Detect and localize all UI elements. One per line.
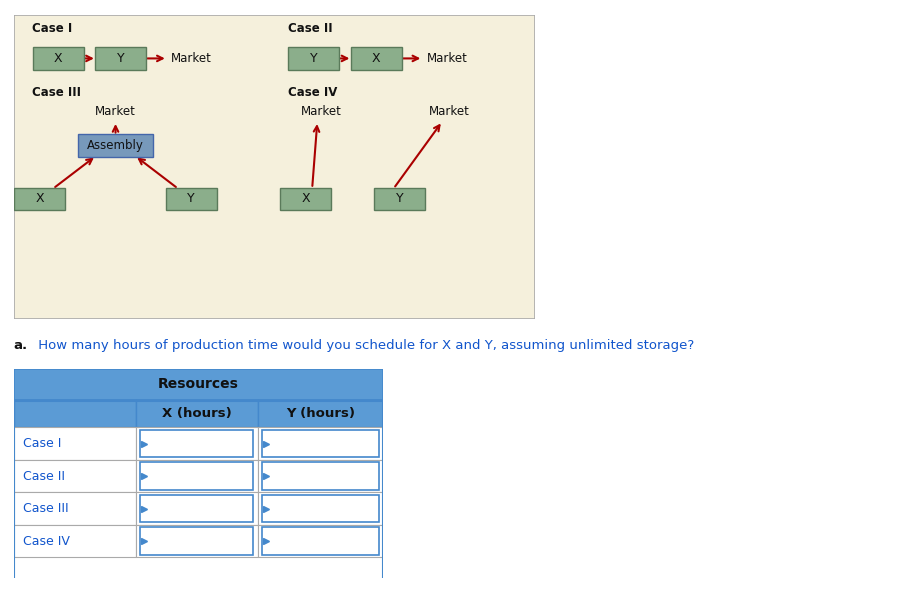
- FancyBboxPatch shape: [14, 525, 136, 557]
- FancyBboxPatch shape: [136, 492, 258, 525]
- FancyBboxPatch shape: [258, 492, 383, 525]
- FancyBboxPatch shape: [14, 369, 383, 400]
- Text: Case I: Case I: [32, 22, 72, 35]
- FancyBboxPatch shape: [374, 188, 426, 211]
- Text: a.: a.: [14, 339, 28, 352]
- FancyBboxPatch shape: [78, 135, 153, 157]
- Text: How many hours of production time would you schedule for X and Y, assuming unlim: How many hours of production time would …: [34, 339, 694, 352]
- FancyBboxPatch shape: [288, 47, 340, 70]
- FancyBboxPatch shape: [258, 525, 383, 557]
- FancyBboxPatch shape: [136, 460, 258, 492]
- Text: Y (hours): Y (hours): [286, 407, 354, 420]
- FancyBboxPatch shape: [14, 427, 136, 460]
- Text: Market: Market: [301, 105, 342, 118]
- Text: Y: Y: [187, 192, 195, 205]
- FancyBboxPatch shape: [281, 188, 331, 211]
- FancyBboxPatch shape: [262, 495, 378, 522]
- FancyBboxPatch shape: [262, 430, 378, 457]
- FancyBboxPatch shape: [140, 495, 253, 522]
- FancyBboxPatch shape: [32, 47, 84, 70]
- FancyBboxPatch shape: [258, 400, 383, 427]
- Text: X: X: [36, 192, 44, 205]
- Text: Resources: Resources: [158, 378, 239, 391]
- Text: Y: Y: [310, 52, 318, 65]
- Text: Case IV: Case IV: [288, 86, 337, 99]
- Text: Case II: Case II: [23, 470, 66, 483]
- FancyBboxPatch shape: [136, 400, 258, 427]
- FancyBboxPatch shape: [262, 527, 378, 555]
- FancyBboxPatch shape: [136, 427, 258, 460]
- Text: Y: Y: [396, 192, 403, 205]
- FancyBboxPatch shape: [140, 527, 253, 555]
- Text: Case II: Case II: [288, 22, 332, 35]
- FancyBboxPatch shape: [14, 492, 136, 525]
- Text: Y: Y: [117, 52, 125, 65]
- Text: Case III: Case III: [32, 86, 81, 99]
- FancyBboxPatch shape: [14, 15, 535, 319]
- Text: Case I: Case I: [23, 437, 62, 450]
- Text: Market: Market: [172, 52, 212, 65]
- FancyBboxPatch shape: [165, 188, 217, 211]
- Text: Case IV: Case IV: [23, 535, 70, 548]
- FancyBboxPatch shape: [140, 463, 253, 490]
- Text: Case III: Case III: [23, 502, 68, 515]
- FancyBboxPatch shape: [15, 188, 66, 211]
- FancyBboxPatch shape: [140, 430, 253, 457]
- Text: Market: Market: [95, 105, 136, 118]
- Text: X (hours): X (hours): [162, 407, 232, 420]
- FancyBboxPatch shape: [262, 463, 378, 490]
- FancyBboxPatch shape: [351, 47, 402, 70]
- Text: Assembly: Assembly: [87, 139, 144, 152]
- Text: X: X: [372, 52, 380, 65]
- Text: Market: Market: [426, 52, 468, 65]
- FancyBboxPatch shape: [14, 460, 136, 492]
- FancyBboxPatch shape: [136, 525, 258, 557]
- FancyBboxPatch shape: [258, 460, 383, 492]
- Text: X: X: [54, 52, 63, 65]
- Text: X: X: [302, 192, 310, 205]
- FancyBboxPatch shape: [95, 47, 147, 70]
- FancyBboxPatch shape: [258, 427, 383, 460]
- FancyBboxPatch shape: [14, 400, 136, 427]
- Text: Market: Market: [429, 105, 470, 118]
